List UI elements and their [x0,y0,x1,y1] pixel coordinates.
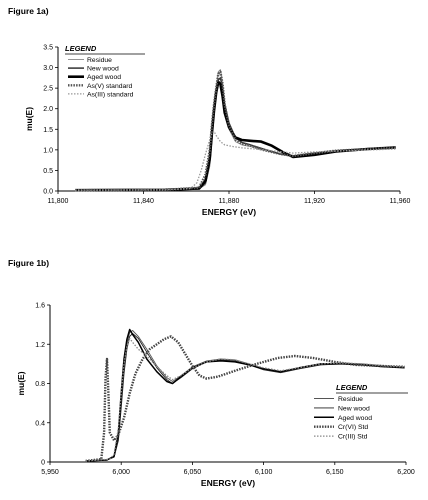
chart-1a-x-tick-label: 11,920 [304,198,325,205]
chart-1a-y-tick-label: 2.0 [43,106,53,113]
chart-1b-legend-title: LEGEND [336,383,368,392]
chart-1a-legend-entry: As(V) standard [87,83,133,90]
chart-1b-y-tick-label: 1.6 [35,303,45,310]
chart-1b-y-tick-label: 0.4 [35,420,45,427]
chart-1b-x-axis-label: ENERGY (eV) [201,478,255,488]
chart-1b-x-tick-label: 6,100 [255,469,273,476]
chart-1b-legend-entry: Residue [338,396,363,403]
chart-1b-x-tick-label: 6,000 [112,469,130,476]
chart-1a-y-tick-label: 0.0 [43,189,53,196]
chart-1a-x-tick-label: 11,800 [48,198,69,205]
chart-1a-y-tick-label: 1.5 [43,127,53,134]
chart-1a-series-line [75,130,396,191]
chart-1b-x-tick-label: 6,150 [326,469,344,476]
chart-1a-series-line [75,70,396,192]
chart-1a-legend-entry: Aged wood [87,74,121,81]
chart-1a-legend-entry: Residue [87,57,112,64]
chart-1a-y-tick-label: 2.5 [43,86,53,93]
chart-1a-y-tick-label: 0.5 [43,168,53,175]
chart-1a-x-axis-label: ENERGY (eV) [202,207,256,217]
chart-1a-legend-entry: As(III) standard [87,91,134,98]
chart-1b-y-tick-label: 1.2 [35,342,45,349]
chart-1b-y-tick-label: 0 [41,460,45,467]
chart-1a: 0.0 0.5 1.0 1.5 2.0 2.5 3.0 3.5 11,800 11,840 11,8… [24,44,411,217]
figure-1b-label: Figure 1b) [8,258,50,268]
figure-1a-label: Figure 1a) [8,6,49,16]
chart-1b-legend-entry: Aged wood [338,415,372,422]
chart-1b-series-line [85,337,405,462]
chart-1b-legend-entry: New wood [338,405,370,412]
chart-1a-y-tick-label: 1.0 [43,147,53,154]
chart-1a-y-axis-label: mu(E) [24,107,34,131]
chart-1b-y-tick-label: 0.8 [35,381,45,388]
chart-1a-x-tick-label: 11,880 [219,198,240,205]
chart-1b-x-tick-label: 6,050 [184,469,202,476]
chart-1b-legend-entry: Cr(III) Std [338,434,368,441]
chart-1a-y-tick-label: 3.5 [43,45,53,52]
chart-1a-legend-entry: New wood [87,66,119,73]
chart-1a-legend-title: LEGEND [65,44,97,53]
chart-1b-legend-entry: Cr(VI) Std [338,424,368,431]
chart-1b-x-tick-label: 5,950 [41,469,59,476]
chart-1b-y-axis-label: mu(E) [16,371,26,395]
chart-1a-y-tick-label: 3.0 [43,65,53,72]
chart-1b-x-tick-label: 6,200 [397,469,415,476]
chart-1a-x-tick-label: 11,960 [390,198,411,205]
chart-1a-x-tick-label: 11,840 [133,198,154,205]
chart-1b-series-line [85,335,405,463]
